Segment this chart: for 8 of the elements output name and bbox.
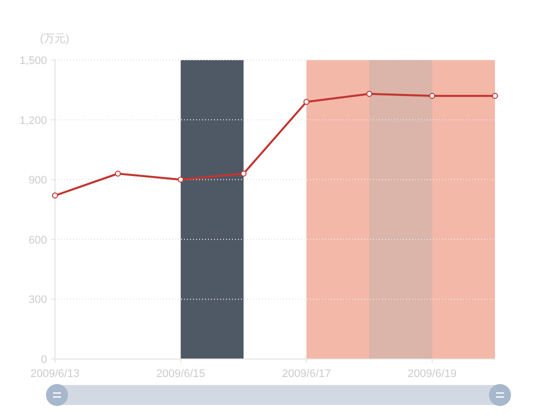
point: [366, 90, 372, 97]
point: [303, 98, 310, 105]
point: [52, 192, 58, 199]
point: [429, 92, 436, 99]
point: [240, 170, 247, 177]
point: [492, 92, 498, 99]
point: [114, 170, 121, 177]
point: [178, 176, 184, 183]
